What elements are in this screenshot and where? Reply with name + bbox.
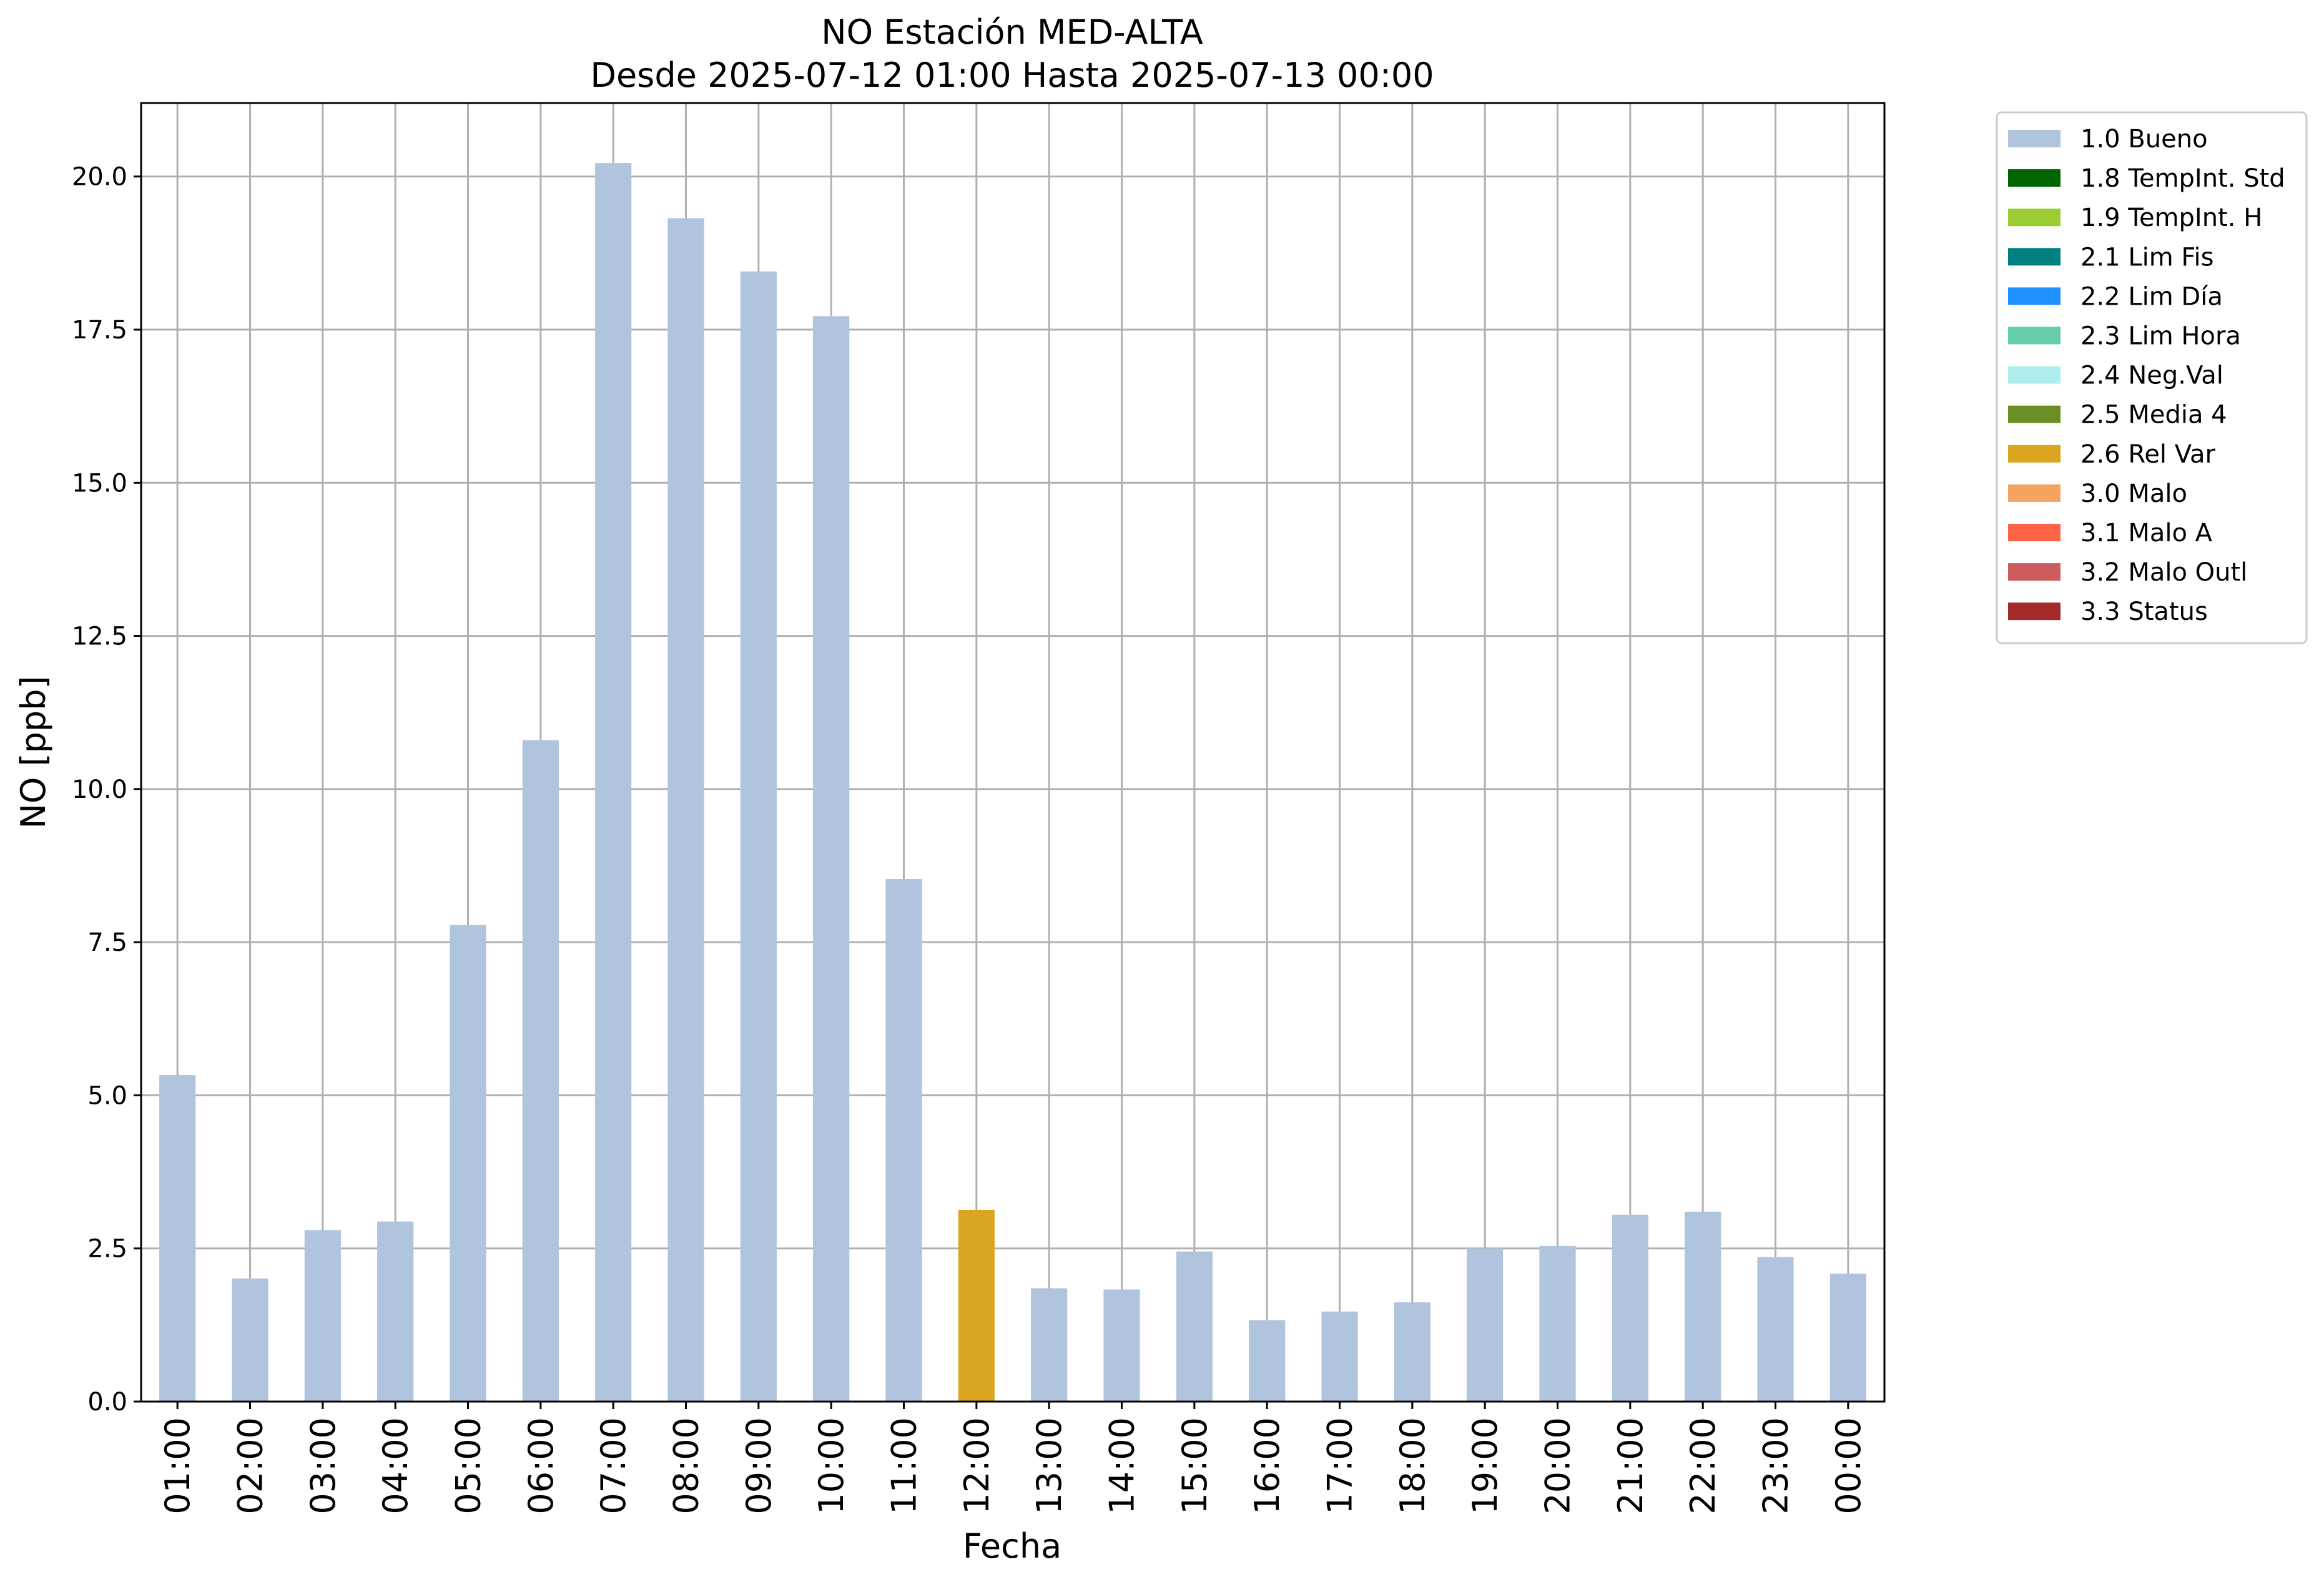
- bar: [1321, 1311, 1358, 1402]
- y-tick-label: 0.0: [87, 1388, 127, 1417]
- x-tick-label: 13:00: [1030, 1417, 1069, 1515]
- legend-label: 2.6 Rel Var: [2080, 440, 2216, 469]
- bars: [159, 163, 1866, 1402]
- legend-label: 3.0 Malo: [2080, 479, 2187, 508]
- legend-label: 1.0 Bueno: [2080, 125, 2208, 154]
- legend-label: 3.3 Status: [2080, 597, 2208, 626]
- bar: [885, 879, 922, 1402]
- x-tick-label: 14:00: [1103, 1417, 1142, 1515]
- x-tick-label: 16:00: [1248, 1417, 1287, 1515]
- legend-label: 2.5 Media 4: [2080, 401, 2227, 430]
- legend-swatch: [2008, 327, 2061, 345]
- bar: [1394, 1302, 1430, 1402]
- x-tick-label: 19:00: [1465, 1417, 1505, 1515]
- x-tick-label: 15:00: [1175, 1417, 1214, 1515]
- legend-label: 3.2 Malo Outl: [2080, 558, 2247, 587]
- x-tick-label: 07:00: [594, 1417, 633, 1515]
- legend-swatch: [2008, 130, 2061, 147]
- legend-label: 3.1 Malo A: [2080, 519, 2213, 548]
- legend-swatch: [2008, 484, 2061, 502]
- legend-swatch: [2008, 169, 2061, 187]
- bar: [1757, 1257, 1794, 1402]
- legend-label: 1.9 TempInt. H: [2080, 204, 2262, 232]
- legend-label: 2.2 Lim Día: [2080, 282, 2223, 311]
- y-tick-label: 2.5: [87, 1235, 127, 1264]
- bar: [958, 1209, 995, 1402]
- legend-swatch: [2008, 209, 2061, 227]
- x-tick-label: 23:00: [1756, 1417, 1796, 1515]
- bar: [740, 271, 777, 1402]
- legend-swatch: [2008, 563, 2061, 581]
- x-tick-label: 08:00: [667, 1417, 706, 1515]
- legend-swatch: [2008, 524, 2061, 541]
- bar: [1829, 1273, 1866, 1402]
- bar: [1467, 1248, 1504, 1402]
- y-axis-label: NO [ppb]: [14, 676, 53, 828]
- bar: [595, 163, 632, 1402]
- x-tick-label: 22:00: [1683, 1417, 1723, 1515]
- x-tick-label: 21:00: [1611, 1417, 1650, 1515]
- legend-swatch: [2008, 366, 2061, 384]
- legend-swatch: [2008, 445, 2061, 463]
- bar: [1539, 1245, 1576, 1402]
- bar: [159, 1075, 196, 1402]
- legend-swatch: [2008, 248, 2061, 266]
- x-tick-label: 12:00: [957, 1417, 997, 1515]
- y-tick-label: 5.0: [87, 1081, 127, 1110]
- bar: [1031, 1288, 1068, 1402]
- bar: [304, 1230, 341, 1402]
- bar: [377, 1221, 414, 1402]
- x-tick-label: 10:00: [812, 1417, 851, 1515]
- bar: [667, 218, 704, 1402]
- y-tick-label: 20.0: [72, 163, 127, 192]
- legend-swatch: [2008, 602, 2061, 621]
- plot-frame: [140, 102, 1886, 1403]
- legend-label: 2.3 Lim Hora: [2080, 322, 2241, 351]
- bar: [1103, 1289, 1140, 1402]
- chart-title: NO Estación MED-ALTA: [821, 12, 1203, 52]
- legend: 1.0 Bueno 1.8 TempInt. Std 1.9 TempInt. H 2…: [1996, 111, 2308, 644]
- x-tick-label: 02:00: [231, 1417, 270, 1515]
- x-tick-label: 11:00: [885, 1417, 924, 1515]
- legend-swatch: [2008, 287, 2061, 305]
- y-tick-label: 10.0: [72, 775, 127, 804]
- x-tick-label: 18:00: [1393, 1417, 1432, 1515]
- x-tick-label: 04:00: [376, 1417, 415, 1515]
- legend-box: [1996, 111, 2308, 644]
- bar: [813, 316, 850, 1402]
- x-tick-label: 06:00: [521, 1417, 561, 1515]
- y-tick-label: 17.5: [72, 316, 127, 345]
- y-axis: 0.0 2.5 5.0 7.5 10.0 12.5 15.0 17.5 20.0: [72, 163, 141, 1417]
- x-tick-label: 09:00: [739, 1417, 779, 1515]
- legend-label: 2.4 Neg.Val: [2080, 361, 2223, 390]
- x-tick-label: 05:00: [449, 1417, 488, 1515]
- bar: [1685, 1211, 1721, 1402]
- bar: [1612, 1214, 1648, 1402]
- gridlines: [141, 103, 1884, 1403]
- y-tick-label: 12.5: [72, 622, 127, 651]
- legend-label: 1.8 TempInt. Std: [2080, 164, 2285, 193]
- legend-label: 2.1 Lim Fis: [2080, 243, 2213, 272]
- x-tick-label: 17:00: [1321, 1417, 1360, 1515]
- y-tick-label: 15.0: [72, 469, 127, 498]
- bar: [1176, 1251, 1213, 1402]
- chart-subtitle: Desde 2025-07-12 01:00 Hasta 2025-07-13 …: [590, 56, 1434, 95]
- x-axis: 01:00 02:00 03:00 04:00 05:00 06:00 07:00 08:00…: [158, 1402, 1868, 1515]
- legend-swatch: [2008, 405, 2061, 423]
- x-tick-label: 20:00: [1539, 1417, 1578, 1515]
- bar: [522, 740, 559, 1402]
- x-axis-label: Fecha: [963, 1526, 1061, 1566]
- bar: [232, 1278, 268, 1402]
- x-tick-label: 03:00: [303, 1417, 343, 1515]
- bar: [1249, 1320, 1286, 1402]
- bar: [450, 925, 486, 1402]
- x-tick-label: 00:00: [1829, 1417, 1868, 1515]
- x-tick-label: 01:00: [158, 1417, 197, 1515]
- y-tick-label: 7.5: [87, 928, 127, 957]
